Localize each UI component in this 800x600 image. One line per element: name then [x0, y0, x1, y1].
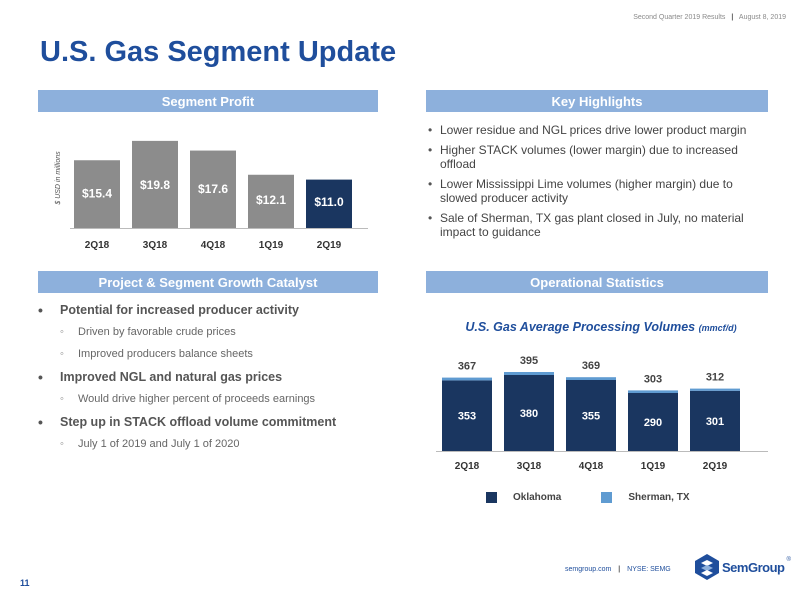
growth-catalyst-header: Project & Segment Growth Catalyst	[38, 271, 378, 293]
header-meta: Second Quarter 2019 Results | August 8, …	[633, 14, 786, 21]
legend-oklahoma: Oklahoma	[486, 492, 561, 503]
semgroup-logo: SemGroup ®	[694, 553, 791, 581]
ops-chart-title: U.S. Gas Average Processing Volumes (mmc…	[428, 320, 774, 334]
profit-bar	[74, 160, 120, 228]
ops-title-text: U.S. Gas Average Processing Volumes	[465, 320, 696, 334]
profit-bar	[248, 174, 294, 228]
profit-bar	[306, 179, 352, 228]
footer-separator: |	[618, 566, 621, 573]
growth-catalyst-list: Potential for increased producer activit…	[38, 302, 398, 460]
total-value-label: 395	[520, 355, 538, 367]
segment-profit-header: Segment Profit	[38, 90, 378, 112]
catalyst-item: Improved NGL and natural gas prices	[38, 369, 398, 385]
key-highlights-header: Key Highlights	[426, 90, 768, 112]
oklahoma-value-label: 301	[706, 416, 724, 428]
legend-sherman-label: Sherman, TX	[628, 492, 690, 503]
results-label: Second Quarter 2019 Results	[633, 14, 726, 21]
date-label: August 8, 2019	[738, 14, 786, 21]
highlight-item: Higher STACK volumes (lower margin) due …	[428, 143, 773, 171]
profit-category-label: 2Q18	[85, 240, 110, 251]
semgroup-logo-icon	[695, 554, 719, 580]
segment-profit-chart: $ USD in millions $15.4 2Q18 $19.8 3Q18 $17.6…	[55, 140, 368, 251]
page-number: 11	[20, 578, 30, 588]
legend-oklahoma-label: Oklahoma	[513, 492, 562, 503]
sherman-bar	[566, 377, 616, 380]
catalyst-subitem: Driven by favorable crude prices	[38, 326, 398, 338]
oklahoma-bar	[690, 390, 740, 451]
ops-legend: Oklahoma Sherman, TX	[486, 492, 690, 503]
header-separator: |	[731, 14, 734, 21]
oklahoma-value-label: 355	[582, 411, 600, 423]
profit-value-label: $19.8	[140, 178, 170, 192]
sherman-bar	[504, 372, 554, 375]
catalyst-subitem: Would drive higher percent of proceeds e…	[38, 393, 398, 405]
footer-site-link[interactable]: semgroup.com	[565, 566, 612, 573]
catalyst-subitem: Improved producers balance sheets	[38, 348, 398, 360]
logo-mark: ®	[786, 557, 791, 563]
total-value-label: 367	[458, 361, 476, 373]
processing-volumes-chart: 353 367 2Q18 380 395 3Q18 355 369 4Q18 290 303 1Q19…	[436, 355, 768, 472]
ops-category-label: 2Q18	[455, 461, 480, 472]
catalyst-subitem: July 1 of 2019 and July 1 of 2020	[38, 438, 398, 450]
profit-category-label: 4Q18	[201, 240, 226, 251]
profit-category-label: 3Q18	[143, 240, 168, 251]
operational-stats-header: Operational Statistics	[426, 271, 768, 293]
oklahoma-value-label: 353	[458, 411, 476, 423]
profit-value-label: $12.1	[256, 193, 286, 207]
sherman-bar	[628, 390, 678, 393]
footer: semgroup.com | NYSE: SEMG	[565, 566, 671, 573]
sherman-bar	[442, 377, 492, 381]
profit-value-label: $11.0	[314, 195, 344, 209]
sherman-swatch	[601, 492, 613, 503]
ops-category-label: 3Q18	[517, 461, 542, 472]
catalyst-item: Step up in STACK offload volume commitme…	[38, 414, 398, 430]
highlight-item: Lower Mississippi Lime volumes (higher m…	[428, 177, 773, 205]
logo-text: SemGroup	[722, 559, 785, 575]
total-value-label: 303	[644, 373, 662, 385]
profit-bar	[190, 150, 236, 228]
oklahoma-value-label: 290	[644, 417, 662, 429]
total-value-label: 369	[582, 360, 600, 372]
page-title: U.S. Gas Segment Update	[40, 36, 397, 68]
key-highlights-list: Lower residue and NGL prices drive lower…	[428, 123, 773, 245]
ops-category-label: 2Q19	[703, 461, 728, 472]
profit-value-label: $15.4	[82, 187, 112, 201]
y-axis-label: $ USD in millions	[55, 151, 62, 206]
oklahoma-bar	[566, 380, 616, 451]
oklahoma-swatch	[486, 492, 497, 503]
ops-title-unit: (mmcf/d)	[698, 323, 737, 333]
footer-ticker: NYSE: SEMG	[627, 566, 671, 573]
oklahoma-bar	[628, 393, 678, 451]
ops-category-label: 4Q18	[579, 461, 604, 472]
oklahoma-value-label: 380	[520, 408, 538, 420]
highlight-item: Sale of Sherman, TX gas plant closed in …	[428, 211, 773, 239]
highlight-item: Lower residue and NGL prices drive lower…	[428, 123, 773, 137]
sherman-bar	[690, 388, 740, 391]
oklahoma-bar	[504, 375, 554, 451]
profit-bar	[132, 140, 178, 228]
profit-value-label: $17.6	[198, 182, 228, 196]
legend-sherman: Sherman, TX	[601, 492, 690, 503]
ops-category-label: 1Q19	[641, 461, 666, 472]
total-value-label: 312	[706, 372, 724, 384]
profit-category-label: 1Q19	[259, 240, 284, 251]
oklahoma-bar	[442, 380, 492, 451]
profit-category-label: 2Q19	[317, 240, 342, 251]
catalyst-item: Potential for increased producer activit…	[38, 302, 398, 318]
